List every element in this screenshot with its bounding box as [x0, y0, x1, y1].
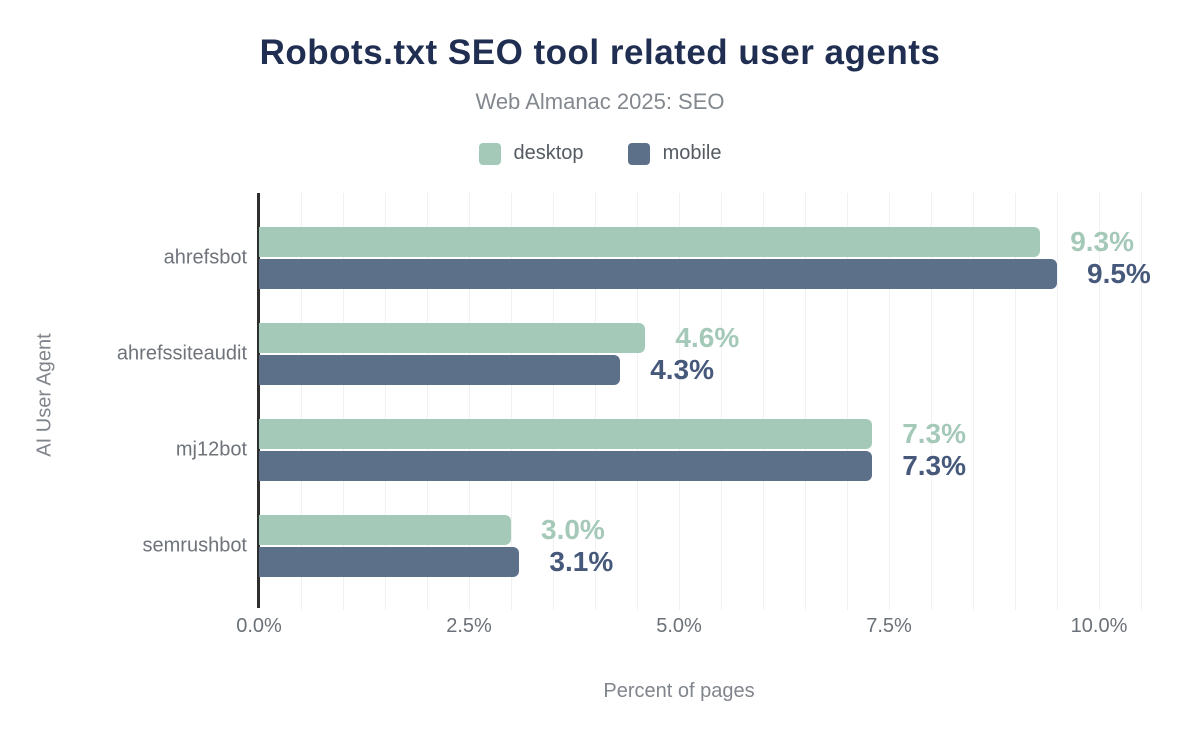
- bar-mobile: [259, 547, 520, 577]
- legend-swatch-mobile: [627, 142, 650, 165]
- gridline: [385, 193, 386, 610]
- legend-item-mobile: mobile: [627, 142, 722, 165]
- gridline: [889, 193, 890, 610]
- gridline: [931, 193, 932, 610]
- gridline: [301, 193, 302, 610]
- value-label-mobile: 9.5%: [1087, 258, 1151, 289]
- plot-area: ahrefsbot 9.3% 9.5% ahrefssiteaudit 4.6% 4.3%…: [117, 193, 1151, 637]
- legend-swatch-desktop: [478, 142, 501, 165]
- legend-label-desktop: desktop: [513, 142, 584, 164]
- x-tick-label: 10.0%: [1070, 615, 1128, 637]
- value-label-desktop: 4.6%: [675, 322, 740, 353]
- category-label: semrushbot: [142, 534, 248, 557]
- gridline: [595, 193, 596, 610]
- bar-mobile: [259, 451, 873, 481]
- value-label-mobile: 7.3%: [902, 450, 967, 481]
- category-label: ahrefssiteaudit: [116, 342, 247, 365]
- category-label: mj12bot: [175, 438, 247, 461]
- value-label-mobile: 4.3%: [650, 354, 715, 385]
- gridline: [679, 193, 680, 610]
- bar-desktop: [259, 515, 511, 545]
- value-label-desktop: 3.0%: [541, 514, 605, 545]
- gridline: [469, 193, 470, 610]
- bar-desktop: [259, 227, 1041, 257]
- x-tick-label: 2.5%: [446, 615, 492, 637]
- value-label-mobile: 3.1%: [549, 546, 614, 577]
- y-axis-line: [257, 193, 260, 608]
- gridline: [427, 193, 428, 610]
- value-label-desktop: 7.3%: [902, 418, 967, 449]
- gridline: [763, 193, 764, 610]
- x-axis-title: Percent of pages: [603, 680, 755, 702]
- x-tick-label: 7.5%: [866, 615, 912, 637]
- chart-subtitle: Web Almanac 2025: SEO: [475, 89, 725, 114]
- gridline: [847, 193, 848, 610]
- bar-desktop: [259, 419, 873, 449]
- gridline: [973, 193, 974, 610]
- x-tick-label: 5.0%: [656, 615, 702, 637]
- gridline: [637, 193, 638, 610]
- bar-desktop: [259, 323, 646, 353]
- chart-title: Robots.txt SEO tool related user agents: [259, 33, 941, 72]
- bar-mobile: [259, 259, 1057, 289]
- bar-mobile: [259, 355, 621, 385]
- gridline: [1141, 193, 1142, 610]
- gridline: [553, 193, 554, 610]
- x-tick-label: 0.0%: [236, 615, 282, 637]
- value-label-desktop: 9.3%: [1070, 226, 1135, 257]
- gridline: [1099, 193, 1100, 610]
- gridline: [511, 193, 512, 610]
- legend: desktop mobile: [0, 142, 1200, 165]
- gridline: [721, 193, 722, 610]
- legend-item-desktop: desktop: [478, 142, 584, 165]
- legend-label-mobile: mobile: [662, 142, 722, 164]
- gridline: [343, 193, 344, 610]
- category-label: ahrefsbot: [163, 246, 247, 269]
- gridline: [1057, 193, 1058, 610]
- gridline: [1015, 193, 1016, 610]
- gridline: [805, 193, 806, 610]
